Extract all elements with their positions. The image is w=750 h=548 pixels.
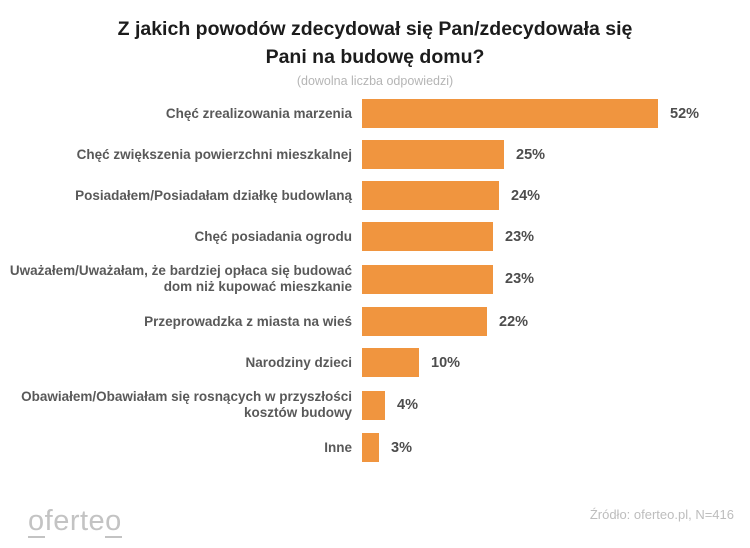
chart-title-line-2: Pani na budowę domu?: [265, 46, 485, 68]
chart-row: Chęć zrealizowania marzenia 52%: [0, 99, 750, 128]
logo-last-o: o: [105, 504, 122, 538]
bar-track: 4%: [362, 390, 418, 420]
value-label: 52%: [670, 105, 700, 122]
value-label: 23%: [505, 228, 535, 245]
bar: [362, 433, 379, 462]
bar-track: 23%: [362, 264, 535, 294]
value-label: 4%: [397, 397, 418, 413]
chart-row: Chęć zwiększenia powierzchni mieszkalnej…: [0, 140, 750, 169]
bar-track: 52%: [362, 99, 699, 128]
chart-rows: Chęć zrealizowania marzenia 52% Chęć zwięk…: [0, 99, 750, 462]
source-note: Źródło: oferteo.pl, N=416: [589, 507, 734, 522]
bar: [362, 181, 499, 210]
value-label: 23%: [505, 271, 535, 287]
bar: [362, 307, 487, 336]
chart-subtitle: (dowolna liczba odpowiedzi): [296, 74, 454, 88]
bar-track: 25%: [362, 140, 545, 169]
chart-row: Uważałem/Uważałam, że bardziej opłaca si…: [0, 263, 750, 295]
category-label: Chęć zwiększenia powierzchni mieszkalnej: [76, 146, 352, 162]
value-label: 10%: [431, 354, 461, 371]
bar-track: 22%: [362, 307, 528, 336]
category-label: Chęć zrealizowania marzenia: [165, 105, 352, 121]
chart-row: Przeprowadzka z miasta na wieś 22%: [0, 307, 750, 336]
footer: oferteo Źródło: oferteo.pl, N=416: [0, 488, 750, 548]
bar: [362, 99, 658, 128]
category-label: Przeprowadzka z miasta na wieś: [144, 313, 352, 329]
logo-first-o: o: [28, 504, 45, 538]
chart-row: Chęć posiadania ogrodu 23%: [0, 222, 750, 251]
bar: [362, 140, 504, 169]
chart-row: Inne 3%: [0, 433, 750, 462]
bar-chart: Chęć zrealizowania marzenia 52% Chęć zwięk…: [0, 99, 750, 462]
category-label: Inne: [324, 439, 352, 455]
bar: [362, 390, 385, 420]
value-label: 22%: [499, 313, 529, 330]
value-label: 25%: [516, 146, 546, 163]
category-label: Posiadałem/Posiadałam działkę budowlaną: [75, 187, 352, 203]
category-label: Uważałem/Uważałam, że bardziej opłaca si…: [9, 263, 352, 294]
bar: [362, 264, 493, 294]
oferteo-logo: oferteo: [28, 505, 122, 538]
chart-title-line-1: Z jakich powodów zdecydował się Pan/zdec…: [117, 18, 633, 40]
category-label: Chęć posiadania ogrodu: [194, 228, 352, 244]
bar-track: 23%: [362, 222, 534, 251]
value-label: 3%: [391, 439, 412, 456]
chart-row: Narodziny dzieci 10%: [0, 348, 750, 377]
value-label: 24%: [511, 187, 541, 204]
bar: [362, 348, 419, 377]
chart-row: Obawiałem/Obawiałam się rosnących w przy…: [0, 389, 750, 421]
chart-row: Posiadałem/Posiadałam działkę budowlaną 2…: [0, 181, 750, 210]
bar-track: 10%: [362, 348, 460, 377]
category-label: Narodziny dzieci: [245, 354, 352, 370]
bar-track: 3%: [362, 433, 412, 462]
chart-header: Z jakich powodów zdecydował się Pan/zdec…: [0, 0, 750, 88]
logo-middle: ferte: [44, 504, 106, 537]
bar-track: 24%: [362, 181, 540, 210]
bar: [362, 222, 493, 251]
category-label: Obawiałem/Obawiałam się rosnących w przy…: [21, 389, 352, 420]
